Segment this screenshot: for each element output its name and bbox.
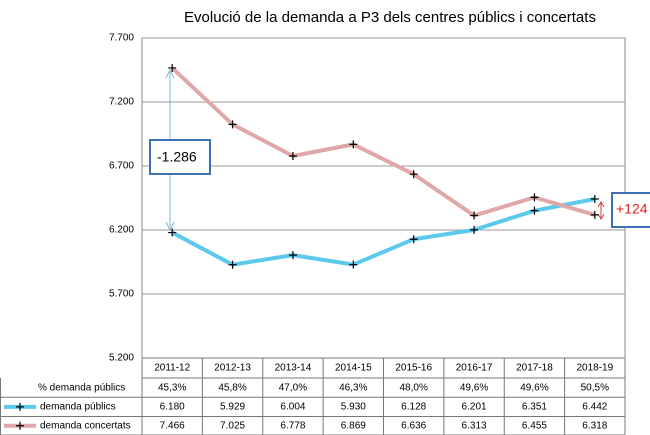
table-cell: 6.004 [280, 402, 305, 413]
point-marker [470, 225, 479, 234]
x-tick-label: 2015-16 [395, 363, 432, 374]
x-tick-label: 2014-15 [335, 363, 372, 374]
point-marker [349, 140, 358, 149]
series-line [171, 197, 596, 267]
y-tick-label: 5.200 [109, 353, 134, 364]
table-cell: 6.318 [582, 420, 607, 431]
point-marker [168, 63, 177, 72]
legend-label: demanda concertats [40, 420, 131, 431]
table-cell: 6.455 [522, 420, 547, 431]
row-label: % demanda públics [38, 382, 125, 393]
point-marker [228, 120, 237, 129]
table-cell: 6.869 [341, 420, 366, 431]
table-cell: 7.466 [160, 420, 185, 431]
table-cell: 45,3% [158, 382, 186, 393]
table-cell: 5.929 [220, 402, 245, 413]
table-cell: 7.025 [220, 420, 245, 431]
annotation-box [611, 192, 650, 228]
x-tick-label: 2013-14 [275, 363, 312, 374]
point-marker [530, 206, 539, 215]
x-tick-label: 2011-12 [154, 363, 190, 374]
point-marker [530, 193, 539, 202]
table-cell: 6.351 [522, 402, 547, 413]
arrow-head [597, 213, 605, 220]
table-cell: 6.201 [462, 402, 487, 413]
table-cell: 6.128 [401, 402, 426, 413]
table-cell: 6.313 [462, 420, 487, 431]
legend-label: demanda públics [40, 402, 116, 413]
annotation-box [149, 139, 211, 175]
point-marker [590, 195, 599, 204]
table-cell: 50,5% [581, 382, 609, 393]
legend-marker [16, 421, 24, 430]
point-marker [470, 211, 479, 220]
table-cell: 49,6% [520, 382, 548, 393]
table-cell: 6.636 [401, 420, 426, 431]
table-cell: 6.778 [280, 420, 305, 431]
y-tick-label: 7.200 [109, 97, 134, 108]
x-tick-label: 2018-19 [576, 363, 613, 374]
point-marker [168, 228, 177, 237]
y-tick-label: 7.700 [109, 33, 134, 44]
y-tick-label: 6.700 [109, 161, 134, 172]
point-marker [288, 251, 297, 260]
table-cell: 47,0% [279, 382, 307, 393]
table-cell: 6.180 [160, 402, 185, 413]
x-tick-label: 2017-18 [516, 363, 553, 374]
table-cell: 49,6% [460, 382, 488, 393]
arrow-head [597, 201, 605, 208]
table-cell: 46,3% [339, 382, 367, 393]
arrow-head [165, 68, 175, 79]
plot-border [141, 37, 626, 359]
y-tick-label: 6.200 [109, 225, 134, 236]
point-marker [409, 235, 418, 244]
annotation: +124 [616, 201, 648, 217]
chart-title: Evolució de la demanda a P3 dels centres… [184, 9, 596, 26]
table-cell: 5.930 [341, 402, 366, 413]
series-line [170, 66, 596, 218]
point-marker [228, 260, 237, 269]
legend-marker [16, 402, 24, 411]
table-cell: 45,8% [218, 382, 246, 393]
y-tick-label: 5.700 [109, 289, 134, 300]
point-marker [349, 260, 358, 269]
x-tick-label: 2012-13 [214, 363, 251, 374]
x-tick-label: 2016-17 [456, 363, 493, 374]
table-cell: 48,0% [400, 382, 428, 393]
annotation: -1.286 [157, 149, 197, 165]
table-cell: 6.442 [582, 402, 607, 413]
point-marker [409, 170, 418, 179]
point-marker [590, 210, 599, 219]
point-marker [288, 152, 297, 161]
